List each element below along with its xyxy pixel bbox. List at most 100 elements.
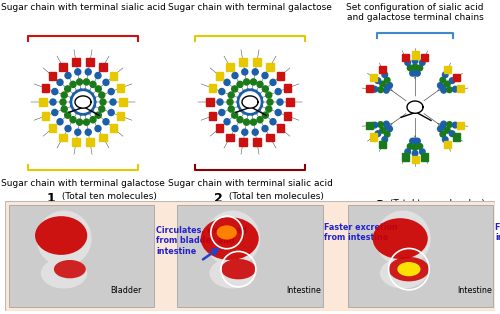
Polygon shape — [240, 138, 247, 146]
Circle shape — [85, 90, 91, 96]
Circle shape — [408, 143, 413, 149]
Polygon shape — [110, 72, 118, 80]
Circle shape — [246, 89, 252, 95]
Circle shape — [217, 99, 223, 105]
Polygon shape — [458, 122, 464, 129]
Circle shape — [75, 129, 81, 135]
Circle shape — [414, 138, 420, 144]
Circle shape — [257, 117, 263, 123]
Circle shape — [444, 81, 450, 87]
Circle shape — [438, 126, 443, 132]
Circle shape — [90, 99, 96, 105]
Circle shape — [440, 84, 446, 90]
Circle shape — [442, 137, 448, 143]
Circle shape — [246, 109, 252, 115]
Circle shape — [242, 69, 248, 75]
Circle shape — [414, 70, 420, 76]
Circle shape — [438, 83, 443, 88]
Circle shape — [85, 69, 91, 75]
Circle shape — [103, 119, 109, 125]
Circle shape — [242, 90, 248, 96]
Circle shape — [96, 86, 102, 92]
Circle shape — [75, 90, 81, 96]
Circle shape — [262, 112, 268, 118]
Circle shape — [242, 108, 248, 114]
Ellipse shape — [210, 258, 256, 289]
Circle shape — [378, 87, 384, 93]
Circle shape — [248, 109, 254, 115]
Polygon shape — [379, 141, 386, 149]
Circle shape — [412, 64, 418, 70]
Circle shape — [76, 119, 82, 125]
Circle shape — [227, 99, 233, 105]
Circle shape — [240, 92, 260, 112]
Text: 2: 2 — [214, 192, 223, 205]
Polygon shape — [117, 112, 124, 120]
Circle shape — [52, 89, 58, 95]
Polygon shape — [208, 84, 216, 92]
Circle shape — [99, 92, 105, 98]
Circle shape — [96, 112, 102, 118]
Circle shape — [384, 84, 390, 90]
Text: Faster movement to
intestine: Faster movement to intestine — [495, 223, 500, 242]
Circle shape — [441, 121, 446, 127]
Text: 3: 3 — [375, 199, 384, 212]
Circle shape — [52, 110, 58, 116]
Circle shape — [262, 73, 268, 78]
Polygon shape — [379, 66, 386, 73]
Circle shape — [384, 77, 390, 83]
Circle shape — [252, 129, 258, 135]
Circle shape — [232, 86, 237, 92]
Circle shape — [248, 89, 254, 95]
Circle shape — [238, 95, 244, 102]
Circle shape — [375, 131, 380, 137]
Circle shape — [76, 79, 82, 85]
Circle shape — [446, 122, 452, 127]
Polygon shape — [266, 63, 274, 71]
Circle shape — [65, 126, 71, 132]
Polygon shape — [412, 51, 418, 59]
Polygon shape — [444, 141, 451, 149]
Ellipse shape — [36, 211, 92, 267]
Circle shape — [57, 119, 63, 125]
Polygon shape — [120, 98, 127, 106]
Circle shape — [244, 79, 250, 85]
Circle shape — [387, 126, 392, 132]
Ellipse shape — [398, 262, 420, 276]
Circle shape — [420, 60, 425, 65]
Circle shape — [250, 79, 256, 85]
Polygon shape — [422, 154, 428, 161]
Circle shape — [90, 102, 96, 109]
Circle shape — [75, 69, 81, 75]
Circle shape — [412, 145, 418, 150]
Circle shape — [252, 69, 258, 75]
Ellipse shape — [54, 260, 86, 278]
Circle shape — [232, 112, 237, 118]
Ellipse shape — [216, 225, 237, 240]
Circle shape — [61, 92, 67, 98]
Text: 1: 1 — [47, 192, 56, 205]
Ellipse shape — [221, 259, 256, 279]
Circle shape — [90, 117, 96, 123]
Circle shape — [270, 119, 276, 125]
Circle shape — [405, 149, 410, 154]
Circle shape — [65, 73, 71, 78]
Circle shape — [257, 81, 263, 87]
Circle shape — [110, 99, 116, 105]
Polygon shape — [370, 133, 376, 141]
Circle shape — [254, 106, 260, 112]
Circle shape — [417, 143, 422, 149]
Circle shape — [420, 149, 425, 154]
Ellipse shape — [388, 257, 429, 281]
Circle shape — [88, 106, 94, 112]
Circle shape — [270, 79, 276, 85]
Circle shape — [405, 60, 410, 65]
Circle shape — [262, 126, 268, 132]
Polygon shape — [86, 138, 94, 146]
Circle shape — [82, 89, 87, 95]
Circle shape — [412, 150, 418, 156]
Polygon shape — [454, 133, 460, 141]
Circle shape — [256, 95, 262, 102]
FancyBboxPatch shape — [348, 205, 493, 307]
FancyBboxPatch shape — [9, 205, 154, 307]
